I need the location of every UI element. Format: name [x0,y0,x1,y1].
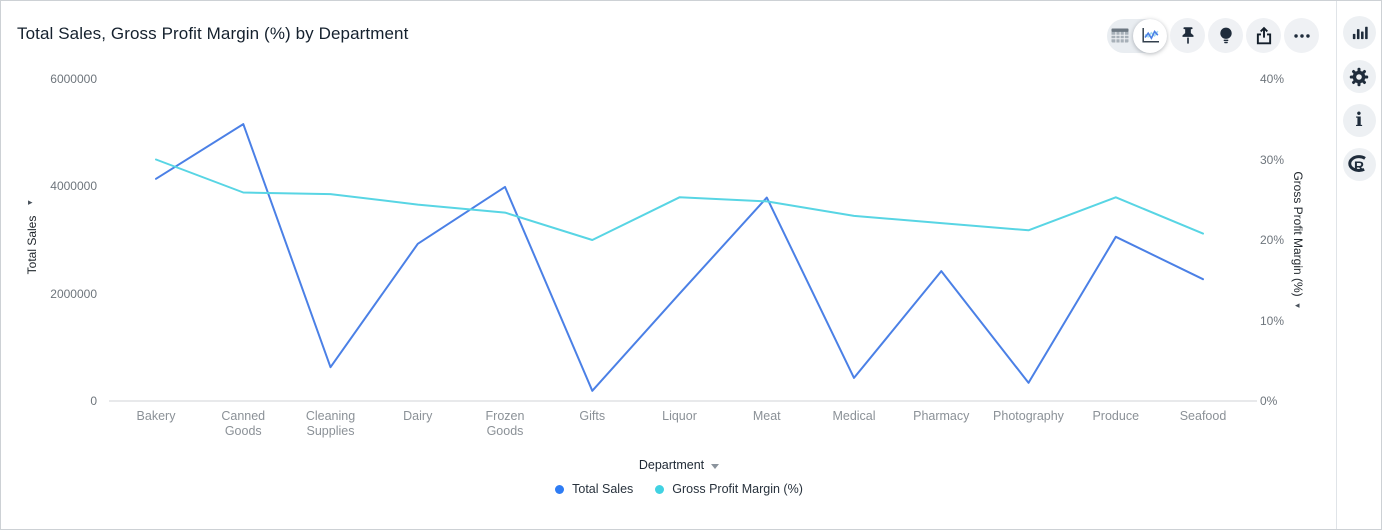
legend-item[interactable]: Total Sales [555,482,633,496]
legend-label: Total Sales [572,482,634,496]
y-tick-left: 6000000 [50,72,97,86]
series-line-1[interactable] [155,158,1204,241]
x-category-label: Seafood [1179,409,1227,423]
legend: Total Sales Gross Profit Margin (%) [101,482,1257,496]
lightbulb-icon [1219,27,1232,43]
x-category-label: Canned Goods [221,409,266,438]
x-category-label: Photography [993,409,1064,423]
x-category-label: Medical [832,409,876,423]
table-view-icon [1111,28,1129,43]
ellipsis-icon [1293,33,1310,38]
legend-label: Gross Profit Margin (%) [672,482,803,496]
x-category-label: Cleaning Supplies [305,409,356,438]
y-tick-right: 30% [1260,152,1285,167]
visual-toolbar [1107,18,1319,53]
pin-button[interactable] [1170,18,1205,53]
x-category-label: Gifts [579,409,606,423]
visuals-panel-button[interactable] [1342,16,1376,49]
x-category-label: Frozen Goods [485,409,525,438]
series-line-0[interactable] [155,123,1204,392]
chart-plot[interactable] [101,71,1257,411]
table-view-button[interactable] [1107,19,1133,53]
right-sidebar: i R [1336,1,1381,529]
settings-button[interactable] [1342,60,1376,93]
y-tick-right: 0% [1260,394,1278,408]
x-category-label: Bakery [136,409,176,423]
bar-chart-icon [1352,26,1368,40]
export-icon [1256,26,1271,44]
dropdown-caret-icon [711,463,720,469]
y-tick-left: 2000000 [50,286,97,301]
pin-icon [1182,26,1193,44]
svg-text:R: R [1354,158,1364,174]
x-category-label: Pharmacy [913,409,970,423]
collapse-left-axis-icon[interactable]: ▸ [28,197,33,207]
y-tick-right: 10% [1260,313,1285,328]
y-tick-right: 40% [1260,72,1285,86]
y-tick-left: 0 [90,394,97,408]
info-icon: i [1355,109,1363,131]
chart-title: Total Sales, Gross Profit Margin (%) by … [17,24,409,43]
x-category-label: Liquor [662,409,697,423]
export-button[interactable] [1246,18,1281,53]
line-chart-view-icon [1141,28,1159,43]
view-toggle[interactable] [1107,18,1167,53]
legend-item[interactable]: Gross Profit Margin (%) [655,482,803,496]
x-category-label: Dairy [403,409,433,423]
r-integration-button[interactable]: R [1342,148,1376,181]
insights-button[interactable] [1208,18,1243,53]
y-tick-left: 4000000 [50,179,97,194]
x-category-label: Meat [752,409,781,423]
x-category-label: Produce [1092,409,1140,423]
chart-view-button[interactable] [1133,18,1167,53]
x-axis-field-label: Department [638,458,705,472]
r-logo-icon: R [1348,155,1370,174]
x-axis-field-control[interactable]: Department [101,458,1257,472]
menu-button[interactable] [1284,18,1319,53]
info-button[interactable]: i [1342,104,1376,137]
right-axis-title: Gross Profit Margin (%) [1291,171,1305,297]
gear-icon [1349,67,1369,86]
legend-dot [555,484,565,494]
collapse-right-axis-icon[interactable]: ◂ [1295,300,1300,310]
y-tick-right: 20% [1260,233,1285,247]
left-axis-title: Total Sales [25,215,39,275]
legend-dot [655,484,665,494]
